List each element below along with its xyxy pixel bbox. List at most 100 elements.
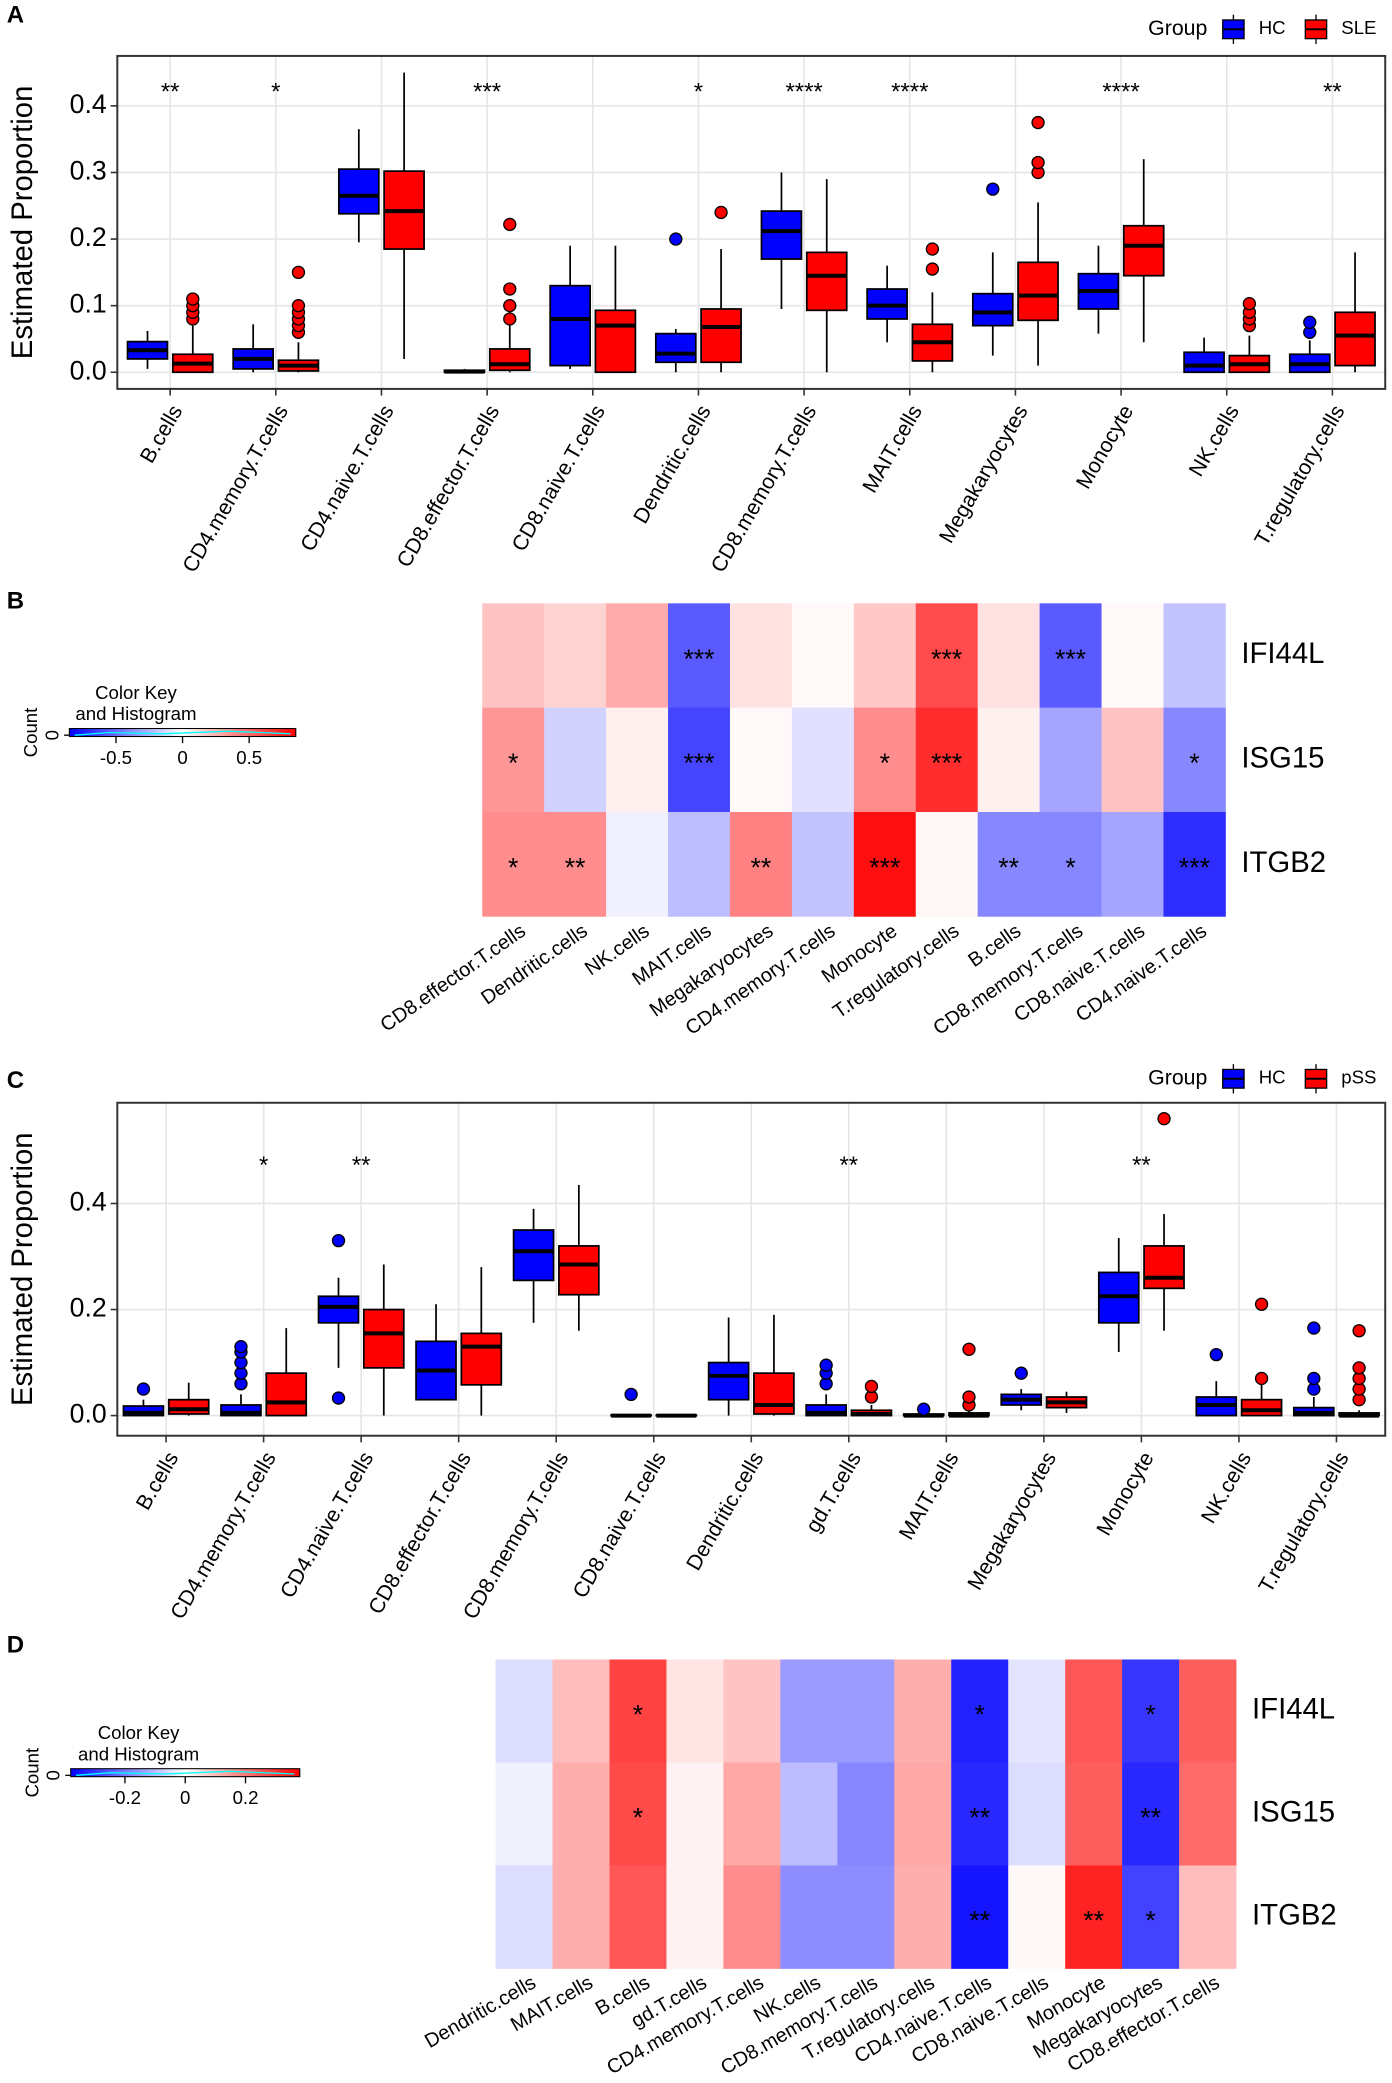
heat-cell	[951, 1865, 1009, 1969]
x-tick-label: Dendritic.cells	[681, 1448, 768, 1575]
box	[220, 1404, 262, 1417]
heat-cell	[552, 1865, 610, 1969]
box	[971, 292, 1014, 327]
box	[1122, 224, 1165, 277]
box	[805, 251, 848, 312]
outlier	[291, 298, 306, 313]
x-tick-label: MAIT.cells	[894, 1448, 963, 1544]
box	[594, 309, 637, 374]
heat-cell	[495, 1762, 553, 1866]
y-tick-label: 0.3	[70, 156, 107, 186]
x-tick-label: Megakaryocytes	[963, 1448, 1061, 1594]
box	[549, 284, 591, 367]
box	[707, 1361, 750, 1401]
heat-cell	[977, 811, 1041, 917]
heat-cell	[837, 1865, 895, 1969]
y-tick-label: 0.2	[70, 222, 107, 252]
outlier	[186, 292, 200, 306]
plot-background	[117, 55, 1386, 389]
heat-cell	[791, 603, 855, 709]
heat-cell	[853, 811, 917, 917]
heat-cell	[915, 707, 979, 813]
heat-cell	[668, 707, 731, 813]
heat-cell	[552, 1762, 610, 1866]
significance: **	[1140, 1802, 1161, 1832]
significance: ***	[683, 644, 714, 674]
heat-cell	[1122, 1659, 1180, 1763]
x-tick-label: CD4.memory.T.cells	[166, 1448, 281, 1624]
x-tick-label: Megakaryocytes	[934, 401, 1032, 547]
box	[753, 1372, 795, 1415]
heat-cell	[1065, 1659, 1123, 1763]
y-tick-label: 0.0	[70, 355, 107, 385]
heat-cell	[1008, 1762, 1066, 1866]
heat-cell	[1163, 811, 1226, 917]
legend-label: SLE	[1341, 17, 1376, 38]
key-ytick-label: 0	[41, 730, 62, 740]
key-histogram	[75, 1770, 295, 1777]
key-tick-label: 0	[177, 747, 187, 768]
heat-cell	[1008, 1659, 1066, 1763]
heat-cell	[606, 811, 669, 917]
legend-label: HC	[1259, 1067, 1286, 1088]
heat-cell	[1179, 1865, 1237, 1969]
significance: *	[271, 79, 280, 106]
outlier	[503, 312, 517, 326]
significance: *	[633, 1802, 643, 1832]
significance: **	[751, 853, 772, 883]
legend-label: HC	[1259, 17, 1286, 38]
x-tick-label: B.cells	[135, 401, 187, 467]
heat-cell	[1101, 707, 1164, 813]
significance: **	[839, 1152, 858, 1179]
significance: ***	[1179, 853, 1210, 883]
heat-cell	[1163, 707, 1226, 813]
heat-cell	[609, 1659, 667, 1763]
key-title: Color Key	[95, 682, 177, 703]
heat-cell	[482, 603, 545, 709]
heat-cell	[668, 811, 731, 917]
outlier	[503, 217, 517, 232]
key-ytick-label: 0	[43, 1770, 64, 1780]
heat-cell	[1122, 1865, 1180, 1969]
outlier	[1031, 155, 1045, 170]
heat-cell	[544, 707, 607, 813]
significance: *	[1145, 1699, 1155, 1729]
significance: **	[998, 853, 1019, 883]
legend-title: Group	[1148, 1065, 1207, 1089]
outlier	[669, 232, 683, 246]
column-label: Dendritic.cells	[477, 920, 591, 1009]
outlier	[503, 298, 517, 313]
x-tick-label: CD8.memory.T.cells	[706, 401, 821, 577]
x-tick-label: NK.cells	[1196, 1448, 1256, 1528]
heat-cell	[837, 1659, 895, 1763]
heat-cell	[666, 1762, 724, 1866]
row-label: ITGB2	[1252, 1899, 1337, 1932]
y-tick-label: 0.0	[70, 1399, 107, 1429]
row-label: IFI44L	[1252, 1693, 1335, 1726]
heat-cell	[894, 1865, 952, 1969]
outlier	[1307, 1321, 1321, 1335]
significance: *	[1065, 853, 1075, 883]
box	[1017, 261, 1059, 322]
row-label: ISG15	[1241, 742, 1324, 775]
significance: *	[880, 748, 890, 778]
significance: ****	[1102, 79, 1139, 106]
x-tick-label: T.regulatory.cells	[1250, 401, 1350, 550]
significance: **	[161, 79, 180, 106]
key-title: and Histogram	[75, 703, 196, 724]
significance: *	[1189, 748, 1199, 778]
heat-cell	[837, 1762, 895, 1866]
x-tick-label: CD4.naive.T.cells	[275, 1448, 378, 1602]
significance: *	[633, 1699, 643, 1729]
heat-cell	[482, 811, 545, 917]
significance: *	[694, 79, 703, 106]
heat-cell	[791, 707, 855, 813]
heat-cell	[894, 1659, 952, 1763]
key-title: and Histogram	[78, 1743, 199, 1764]
heat-cell	[780, 1659, 838, 1763]
box	[1334, 311, 1376, 367]
x-tick-label: CD8.effector.T.cells	[364, 1448, 476, 1619]
x-tick-label: gd.T.cells	[801, 1448, 866, 1537]
y-axis-label: Estimated Proportion	[6, 86, 39, 360]
